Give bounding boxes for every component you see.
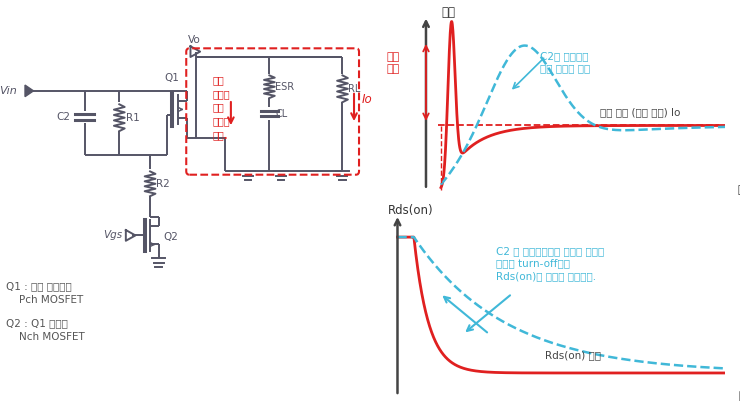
Text: Pch MOSFET: Pch MOSFET	[6, 295, 83, 305]
Text: Vgs: Vgs	[103, 230, 122, 240]
Text: CL: CL	[275, 109, 287, 119]
Text: 시간: 시간	[737, 185, 740, 195]
Text: 정상 전류 (부하 전류) Io: 정상 전류 (부하 전류) Io	[599, 107, 680, 117]
Text: ESR: ESR	[275, 82, 295, 92]
Text: 된다.: 된다.	[212, 130, 228, 140]
Text: R1: R1	[126, 113, 140, 123]
Polygon shape	[25, 85, 33, 97]
Text: Nch MOSFET: Nch MOSFET	[6, 332, 84, 342]
Text: 충전: 충전	[212, 75, 224, 85]
Text: 돌입
전류: 돌입 전류	[386, 52, 400, 74]
Text: Io: Io	[362, 93, 372, 106]
Text: Vin: Vin	[0, 86, 17, 96]
Text: C2 를 추가함으로써 게이트 전압이
천천히 turn-off되어
Rds(on)이 천천히 작아진다.: C2 를 추가함으로써 게이트 전압이 천천히 turn-off되어 Rds(o…	[496, 246, 604, 281]
Text: 전류가: 전류가	[212, 89, 230, 99]
Text: C2를 추가하여
돌입 전류를 억제: C2를 추가하여 돌입 전류를 억제	[539, 51, 590, 74]
Text: Q2 : Q1 제어용: Q2 : Q1 제어용	[6, 318, 67, 328]
Text: Q1: Q1	[164, 73, 179, 83]
Text: 전류: 전류	[441, 6, 455, 19]
Text: Rds(on): Rds(on)	[388, 204, 434, 217]
Text: 전류가: 전류가	[212, 116, 230, 126]
Text: Q2: Q2	[164, 233, 178, 242]
Text: Vo: Vo	[188, 35, 201, 45]
Text: R2: R2	[156, 179, 169, 189]
Text: 돌입: 돌입	[212, 102, 224, 112]
Text: Rds(on) 안정: Rds(on) 안정	[545, 351, 601, 361]
Text: Q1 : 로드 스위치용: Q1 : 로드 스위치용	[6, 281, 72, 291]
Text: 시간: 시간	[739, 391, 740, 401]
Text: C2: C2	[56, 112, 70, 122]
Text: RL: RL	[349, 84, 360, 94]
